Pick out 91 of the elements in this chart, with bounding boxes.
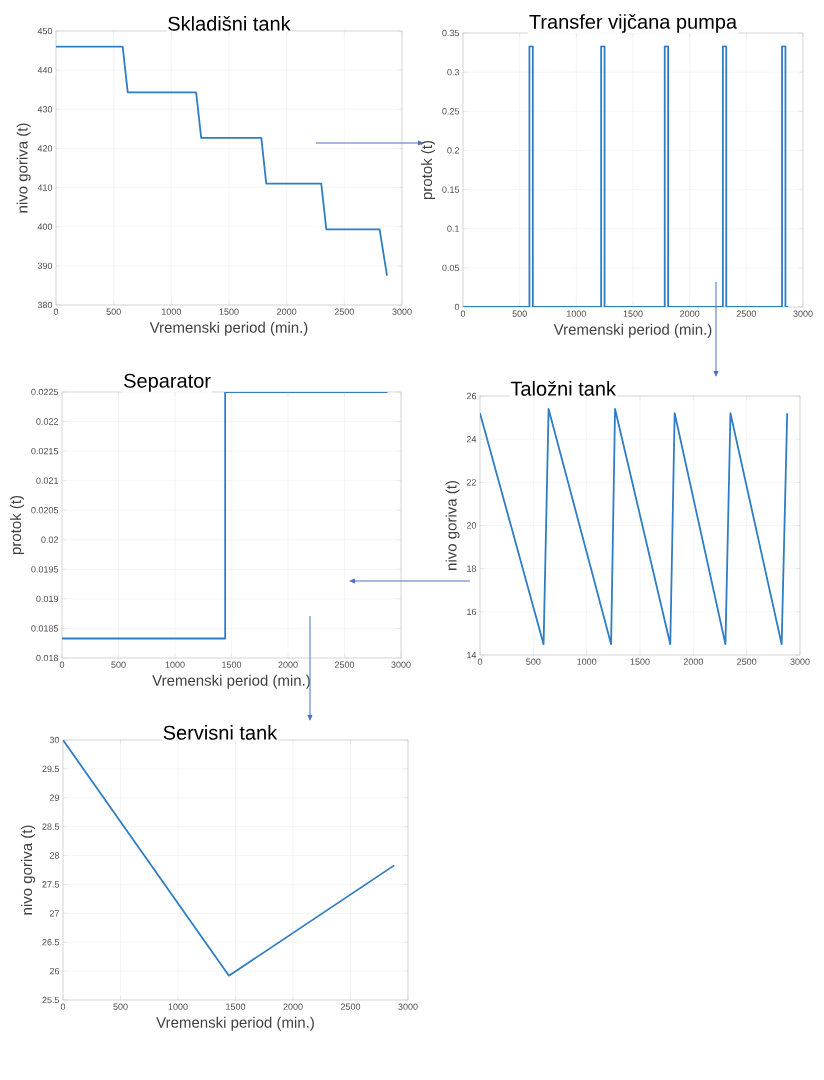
x-tick-label: 2500 [334, 661, 355, 668]
y-tick-label: 0.021 [36, 477, 59, 484]
y-tick-label: 26 [466, 392, 477, 400]
x-tick-label: 2000 [283, 1003, 303, 1010]
y-tick-label: 0.2 [447, 147, 460, 154]
x-tick-label: 0 [60, 1003, 66, 1010]
y-tick-label: 0.0185 [31, 625, 59, 632]
y-tick-label: 0.02 [41, 536, 59, 543]
y-tick-label: 14 [467, 651, 477, 659]
chart-title: Servisni tank [163, 725, 278, 740]
x-tick-label: 2500 [736, 310, 756, 317]
y-tick-label: 0.0215 [31, 447, 59, 455]
y-tick-label: 28 [49, 852, 60, 859]
y-tick-label: 0.1 [447, 225, 460, 232]
y-tick-label: 0.0205 [31, 507, 59, 514]
y-tick-label: 18 [467, 565, 477, 572]
x-tick-label: 500 [512, 310, 527, 317]
x-tick-label: 2500 [340, 1003, 361, 1010]
y-tick-label: 27.5 [42, 881, 60, 888]
y-tick-label: 26 [49, 967, 60, 975]
x-axis-title: Vremenski period (min.) [553, 323, 712, 338]
x-axis-title: Vremenski period (min.) [152, 674, 310, 689]
x-tick-label: 1000 [567, 310, 586, 317]
y-tick-label: 0.3 [447, 68, 460, 76]
chart-title: Transfer vijčana pumpa [529, 14, 738, 33]
y-tick-label: 25.5 [42, 996, 60, 1004]
y-tick-label: 0.35 [442, 29, 460, 37]
y-axis-title: protok (t) [10, 495, 25, 555]
x-tick-label: 3000 [391, 661, 411, 668]
x-tick-label: 2000 [680, 310, 700, 317]
y-tick-label: 380 [37, 301, 53, 309]
chart-title: Skladišni tank [168, 16, 291, 31]
y-tick-label: 430 [37, 106, 53, 113]
x-tick-label: 2000 [277, 308, 297, 315]
x-axis-title: Vremenski period (min.) [156, 1016, 314, 1031]
y-tick-label: 24 [466, 436, 477, 443]
y-tick-label: 450 [37, 27, 53, 35]
x-tick-label: 0 [460, 310, 466, 317]
x-tick-label: 3000 [398, 1003, 418, 1010]
x-tick-label: 1500 [219, 308, 239, 315]
y-axis-title: nivo goriva (t) [445, 481, 460, 570]
y-tick-label: 0.019 [36, 595, 59, 603]
x-tick-label: 500 [106, 308, 121, 315]
x-tick-label: 3000 [392, 308, 412, 315]
y-tick-label: 30 [49, 736, 60, 744]
y-tick-label: 22 [466, 479, 477, 486]
x-tick-label: 1000 [162, 308, 181, 315]
y-tick-label: 27 [49, 910, 60, 917]
x-tick-label: 500 [113, 1003, 128, 1010]
y-tick-label: 0.05 [442, 264, 460, 272]
x-tick-label: 0 [477, 658, 483, 665]
y-tick-label: 0.018 [36, 654, 59, 662]
y-tick-label: 0.0225 [31, 388, 59, 396]
x-tick-label: 1500 [630, 658, 650, 665]
x-tick-label: 2000 [683, 658, 703, 665]
x-tick-label: 0 [59, 661, 65, 668]
y-tick-label: 26.5 [42, 939, 60, 946]
y-tick-label: 0.25 [442, 108, 460, 115]
x-tick-label: 1000 [577, 658, 597, 665]
x-tick-label: 1500 [226, 1003, 246, 1010]
x-tick-label: 1500 [222, 661, 242, 668]
y-tick-label: 410 [37, 184, 53, 191]
y-tick-label: 20 [466, 522, 477, 529]
y-tick-label: 440 [37, 66, 53, 74]
chart-title: Separator [124, 373, 211, 392]
y-tick-label: 0.15 [442, 186, 460, 193]
x-tick-label: 3000 [790, 658, 810, 665]
x-tick-label: 2500 [737, 658, 757, 665]
y-tick-label: 0.022 [36, 418, 59, 425]
y-tick-label: 0.0195 [31, 566, 59, 573]
x-tick-label: 2000 [278, 661, 298, 668]
x-tick-label: 500 [111, 661, 126, 668]
y-tick-label: 16 [467, 608, 477, 616]
y-tick-label: 400 [37, 223, 53, 230]
x-tick-label: 1000 [165, 661, 185, 668]
x-tick-label: 1500 [623, 310, 643, 317]
x-tick-label: 1000 [168, 1003, 188, 1010]
y-tick-label: 390 [37, 262, 53, 270]
line-series [56, 45, 388, 277]
y-tick-label: 28.5 [42, 823, 60, 830]
x-tick-label: 500 [526, 658, 541, 665]
y-tick-label: 29 [49, 794, 60, 801]
y-axis-title: nivo goriva (t) [21, 825, 36, 915]
chart-title: Taložni tank [510, 381, 616, 396]
x-tick-label: 3000 [793, 310, 813, 317]
x-tick-label: 2500 [334, 308, 354, 315]
y-tick-label: 420 [37, 145, 53, 152]
y-axis-title: nivo goriva (t) [16, 123, 31, 213]
y-axis-title: protok (t) [421, 140, 436, 200]
x-axis-title: Vremenski period (min.) [149, 321, 308, 336]
y-tick-label: 29.5 [42, 765, 60, 773]
